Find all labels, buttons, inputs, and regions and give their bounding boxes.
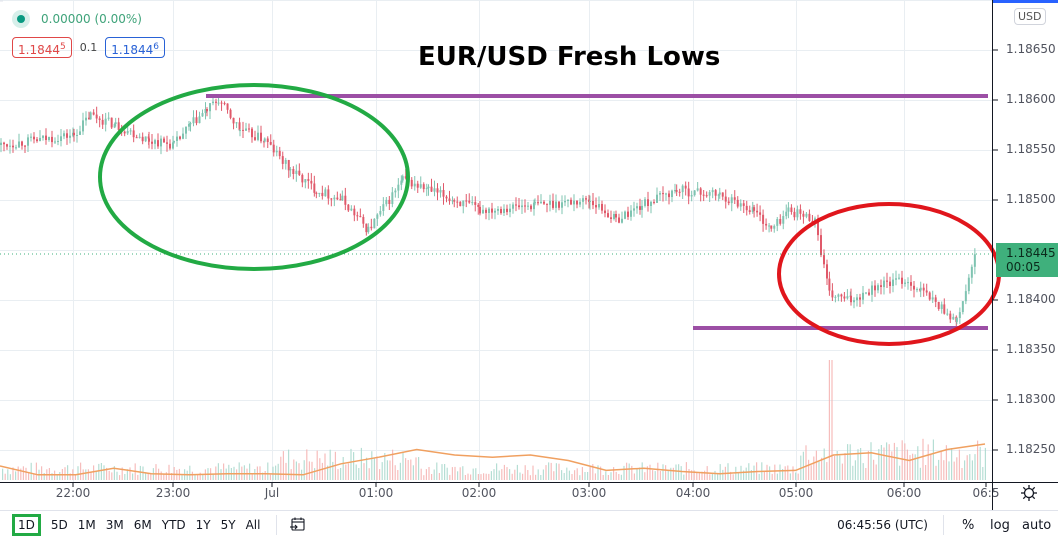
log-scale-toggle[interactable]: log	[990, 517, 1010, 533]
volume-histogram	[2, 360, 986, 480]
price-axis-label: 1.18550	[1006, 142, 1056, 156]
time-axis-label: 02:00	[461, 486, 497, 500]
price-axis-label: 1.18350	[1006, 342, 1056, 356]
currency-button[interactable]: USD	[1014, 8, 1046, 25]
last-price: 1.18445	[1006, 246, 1056, 260]
time-axis-label: 22:00	[55, 486, 91, 500]
range-1y-button[interactable]: 1Y	[195, 518, 211, 532]
price-change: 0.00000 (0.00%)	[41, 12, 142, 26]
range-5d-button[interactable]: 5D	[50, 518, 68, 532]
price-axis-label: 1.18400	[1006, 292, 1056, 306]
time-axis-label: 05:00	[778, 486, 814, 500]
range-5y-button[interactable]: 5Y	[220, 518, 236, 532]
utc-clock[interactable]: 06:45:56 (UTC)	[837, 518, 928, 532]
range-1d-button[interactable]: 1D	[12, 514, 41, 536]
price-chart[interactable]	[0, 0, 1058, 510]
price-axis-label: 1.18500	[1006, 192, 1056, 206]
gear-icon[interactable]	[1020, 484, 1038, 502]
percent-scale-toggle[interactable]: %	[962, 517, 975, 533]
price-axis-label: 1.18650	[1006, 42, 1056, 56]
price-axis-label: 1.18600	[1006, 92, 1056, 106]
time-axis-label: 06:5	[972, 486, 1000, 500]
sell-button[interactable]: 1.18445	[12, 37, 72, 58]
range-all-button[interactable]: All	[245, 518, 261, 532]
go-to-date-icon[interactable]	[289, 516, 307, 534]
time-axis-label: 06:00	[886, 486, 922, 500]
symbol-legend: 0.00000 (0.00%) 1.18445 0.1 1.18446	[12, 9, 165, 58]
time-axis-label: 23:00	[155, 486, 191, 500]
range-6m-button[interactable]: 6M	[133, 518, 152, 532]
last-price-tag: 1.18445 00:05	[996, 243, 1058, 277]
time-axis-label: Jul	[264, 486, 280, 500]
time-axis-label: 01:00	[358, 486, 394, 500]
annotation-title[interactable]: EUR/USD Fresh Lows	[418, 42, 721, 72]
green-ellipse-annotation	[98, 83, 410, 271]
time-axis-label: 04:00	[675, 486, 711, 500]
range-3m-button[interactable]: 3M	[105, 518, 124, 532]
toolbar-divider-2	[943, 515, 944, 535]
range-1m-button[interactable]: 1M	[77, 518, 96, 532]
auto-scale-toggle[interactable]: auto	[1022, 517, 1052, 533]
bottom-toolbar: 1D 5D 1M 3M 6M YTD 1Y 5Y All 06:45:56 (U…	[0, 510, 1058, 539]
spread-value: 0.1	[79, 41, 98, 54]
red-ellipse-annotation	[777, 202, 1001, 346]
candlesticks	[0, 96, 976, 327]
volume-ma-line	[0, 443, 986, 476]
toolbar-divider	[276, 515, 278, 535]
price-axis-label: 1.18300	[1006, 392, 1056, 406]
price-axis-label: 1.18250	[1006, 442, 1056, 456]
bar-countdown: 00:05	[1006, 260, 1041, 274]
time-axis-label: 03:00	[571, 486, 607, 500]
range-ytd-button[interactable]: YTD	[161, 518, 186, 532]
grid	[0, 0, 992, 482]
buy-button[interactable]: 1.18446	[105, 37, 165, 58]
market-status-icon[interactable]	[12, 10, 30, 28]
